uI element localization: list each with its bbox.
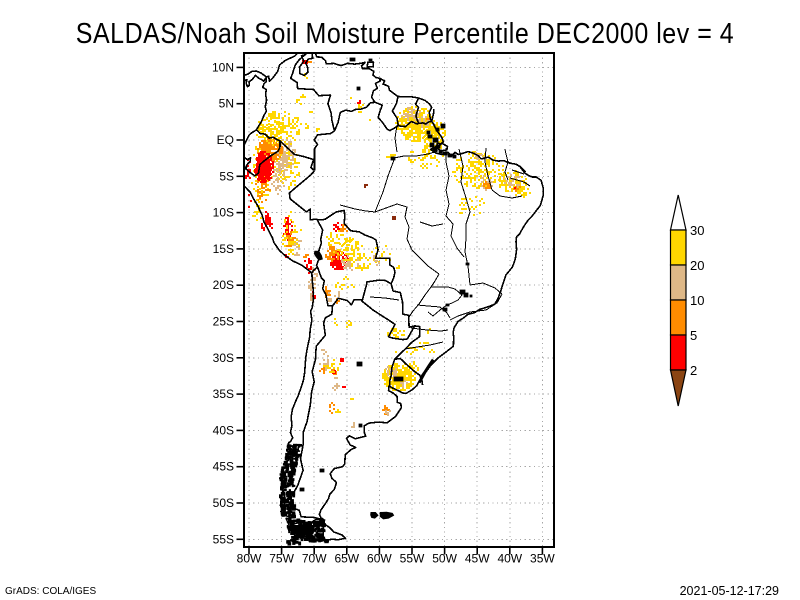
svg-text:55W: 55W bbox=[400, 552, 425, 566]
svg-text:EQ: EQ bbox=[217, 133, 234, 147]
svg-text:35W: 35W bbox=[530, 552, 555, 566]
svg-text:5N: 5N bbox=[219, 97, 234, 111]
svg-text:5: 5 bbox=[690, 328, 697, 343]
svg-text:70W: 70W bbox=[302, 552, 327, 566]
svg-text:5S: 5S bbox=[219, 169, 234, 183]
svg-text:50S: 50S bbox=[213, 496, 234, 510]
svg-text:20: 20 bbox=[690, 258, 704, 273]
svg-text:55S: 55S bbox=[213, 532, 234, 546]
svg-text:10: 10 bbox=[690, 293, 704, 308]
svg-text:15S: 15S bbox=[213, 242, 234, 256]
svg-text:35S: 35S bbox=[213, 387, 234, 401]
svg-text:45W: 45W bbox=[465, 552, 490, 566]
svg-text:20S: 20S bbox=[213, 278, 234, 292]
svg-text:65W: 65W bbox=[334, 552, 359, 566]
svg-text:10N: 10N bbox=[212, 60, 234, 74]
svg-text:50W: 50W bbox=[432, 552, 457, 566]
svg-text:2: 2 bbox=[690, 363, 697, 378]
svg-text:80W: 80W bbox=[237, 552, 262, 566]
svg-text:30S: 30S bbox=[213, 351, 234, 365]
svg-text:60W: 60W bbox=[367, 552, 392, 566]
svg-text:40W: 40W bbox=[497, 552, 522, 566]
svg-text:75W: 75W bbox=[269, 552, 294, 566]
svg-text:40S: 40S bbox=[213, 423, 234, 437]
svg-text:25S: 25S bbox=[213, 315, 234, 329]
svg-text:30: 30 bbox=[690, 223, 704, 238]
svg-text:10S: 10S bbox=[213, 206, 234, 220]
svg-text:45S: 45S bbox=[213, 460, 234, 474]
